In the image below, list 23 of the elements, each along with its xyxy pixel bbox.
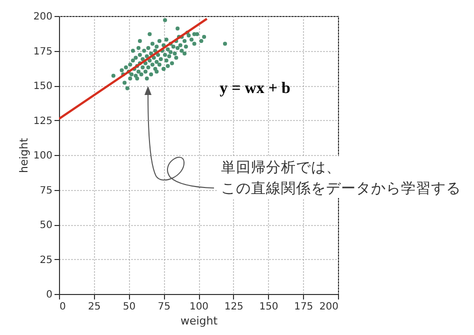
y-tick-label: 100 — [33, 150, 52, 162]
x-axis-title: weight — [180, 314, 218, 328]
x-tick-label: 75 — [158, 302, 170, 312]
y-tick-label: 50 — [40, 220, 52, 231]
y-tick-label: 175 — [33, 46, 52, 58]
y-tick-label: 0 — [46, 290, 52, 300]
x-tick-label: 25 — [88, 302, 101, 312]
x-tick-label: 175 — [294, 302, 314, 312]
y-tick-label: 200 — [33, 12, 52, 22]
y-tick-label: 25 — [40, 254, 52, 266]
x-tick-label: 50 — [122, 302, 136, 312]
x-tick-label: 100 — [189, 302, 209, 312]
y-tick-label: 125 — [33, 116, 52, 127]
y-axis-title: height — [17, 137, 30, 174]
annotation: y = wx + b — [220, 80, 290, 97]
annotation: この直線関係をデータから学習する — [221, 180, 461, 197]
x-tick-label: 0 — [60, 302, 66, 312]
x-tick-label: 150 — [259, 302, 278, 312]
y-tick-label: 75 — [40, 185, 52, 196]
annotation: 単回帰分析では、 — [221, 159, 341, 176]
y-tick-label: 150 — [33, 81, 52, 92]
x-tick-label: 125 — [224, 302, 244, 312]
x-tick-label: 200 — [319, 302, 338, 312]
